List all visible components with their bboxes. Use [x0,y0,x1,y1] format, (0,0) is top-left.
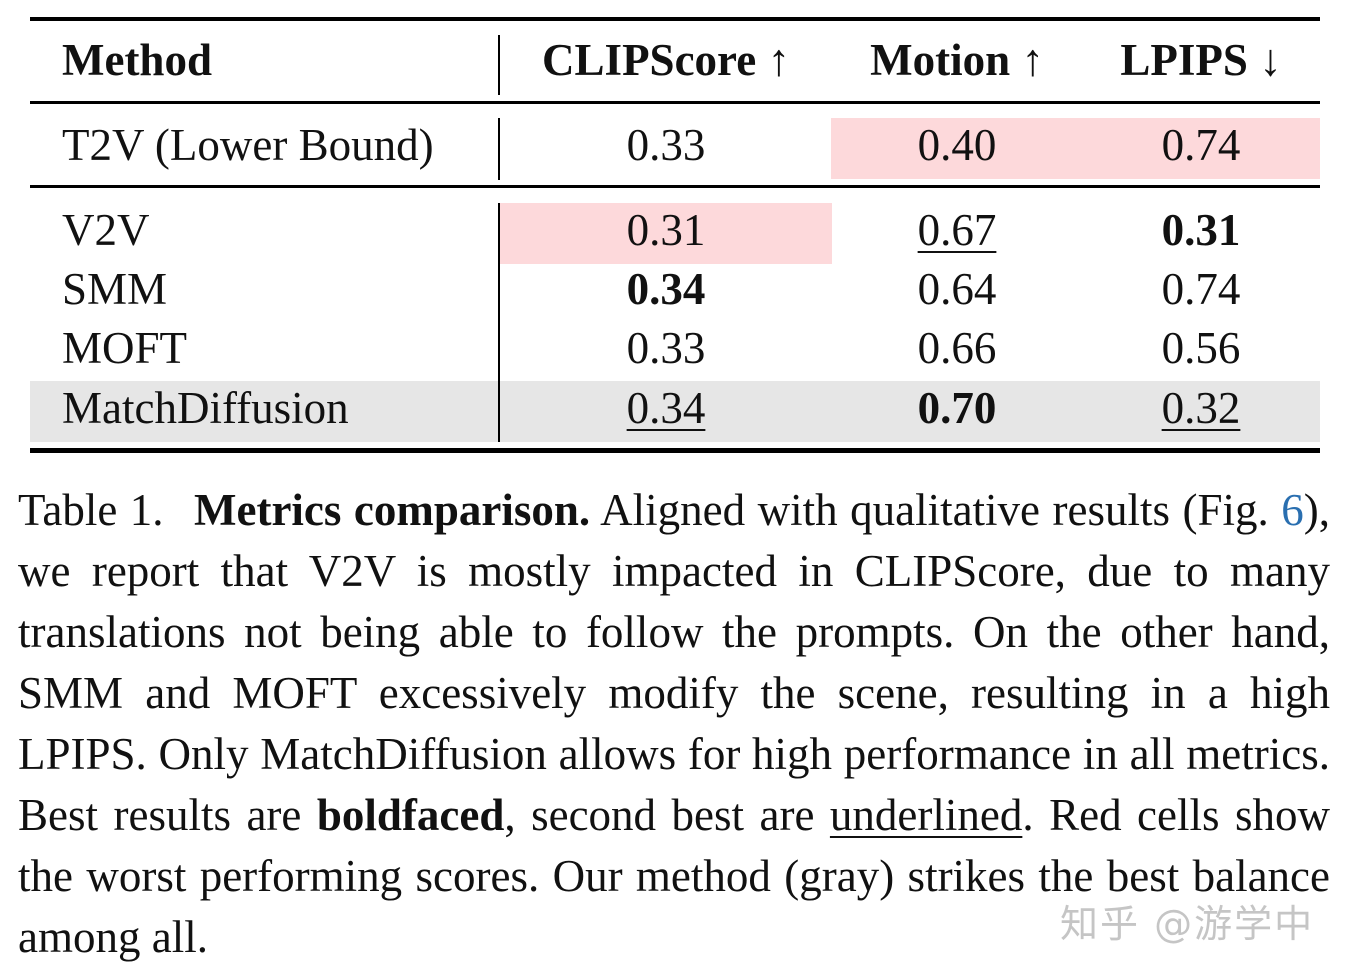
header-separator [498,35,500,95]
matchdiffusion-clipscore-value: 0.34 [626,383,706,433]
baseline-rule [30,185,1320,188]
row-matchdiffusion-lpips: 0.32 [1082,378,1320,438]
row-matchdiffusion-motion: 0.70 [832,378,1082,438]
row-v2v-motion: 0.67 [832,200,1082,260]
baseline-separator [498,118,500,180]
caption-text-4: . Red cells show the worst performing sc… [18,790,1330,962]
v2v-lpips-value: 0.31 [1161,205,1241,255]
table-caption: Table 1. Metrics comparison. Aligned wit… [18,480,1330,968]
baseline-clipscore: 0.33 [626,120,706,170]
watermark: 知乎 @游学中 [1060,902,1315,946]
row-v2v-method: V2V [62,205,150,255]
baseline-motion: 0.40 [917,120,997,170]
bottom-rule [30,448,1320,453]
row-matchdiffusion-clipscore: 0.34 [500,378,832,438]
row-smm-clipscore: 0.34 [500,259,832,319]
smm-clipscore-value: 0.34 [626,264,706,314]
baseline-method: T2V (Lower Bound) [62,120,434,170]
header-clipscore: CLIPScore ↑ [542,35,790,85]
top-rule [30,17,1320,21]
caption-text-2: ), we report that V2V is mostly impacted… [18,485,1330,840]
caption-title: Metrics comparison. [194,485,591,535]
v2v-clipscore-value: 0.31 [626,205,706,255]
row-moft-motion: 0.66 [917,323,997,373]
red-cell-baseline-motion-lpips [831,118,1320,179]
body-separator [498,203,500,442]
row-smm-lpips: 0.74 [1161,264,1241,314]
red-cell-v2v-clipscore [500,203,832,264]
caption-bold-word: boldfaced [316,790,505,840]
matchdiffusion-lpips-value: 0.32 [1161,383,1241,433]
row-moft-method: MOFT [62,323,188,373]
figure-reference-link[interactable]: 6 [1281,485,1304,535]
row-moft-clipscore: 0.33 [626,323,706,373]
gray-row-matchdiffusion [30,381,1320,442]
caption-underline-word: underlined [829,790,1023,840]
row-smm-motion: 0.64 [917,264,997,314]
caption-label: Table 1. [18,485,164,535]
header-motion: Motion ↑ [870,35,1044,85]
v2v-motion-value: 0.67 [917,205,997,255]
header-method: Method [62,35,212,85]
row-v2v-clipscore: 0.31 [500,200,832,260]
row-v2v-lpips: 0.31 [1082,200,1320,260]
row-matchdiffusion-method: MatchDiffusion [62,383,349,433]
header-rule [30,101,1320,104]
caption-text-3: , second best are [504,790,830,840]
row-moft-lpips: 0.56 [1161,323,1241,373]
matchdiffusion-motion-value: 0.70 [917,383,997,433]
caption-text-1: Aligned with qualitative results (Fig. [600,485,1282,535]
row-smm-method: SMM [62,264,168,314]
header-lpips: LPIPS ↓ [1120,35,1282,85]
baseline-lpips: 0.74 [1161,120,1241,170]
